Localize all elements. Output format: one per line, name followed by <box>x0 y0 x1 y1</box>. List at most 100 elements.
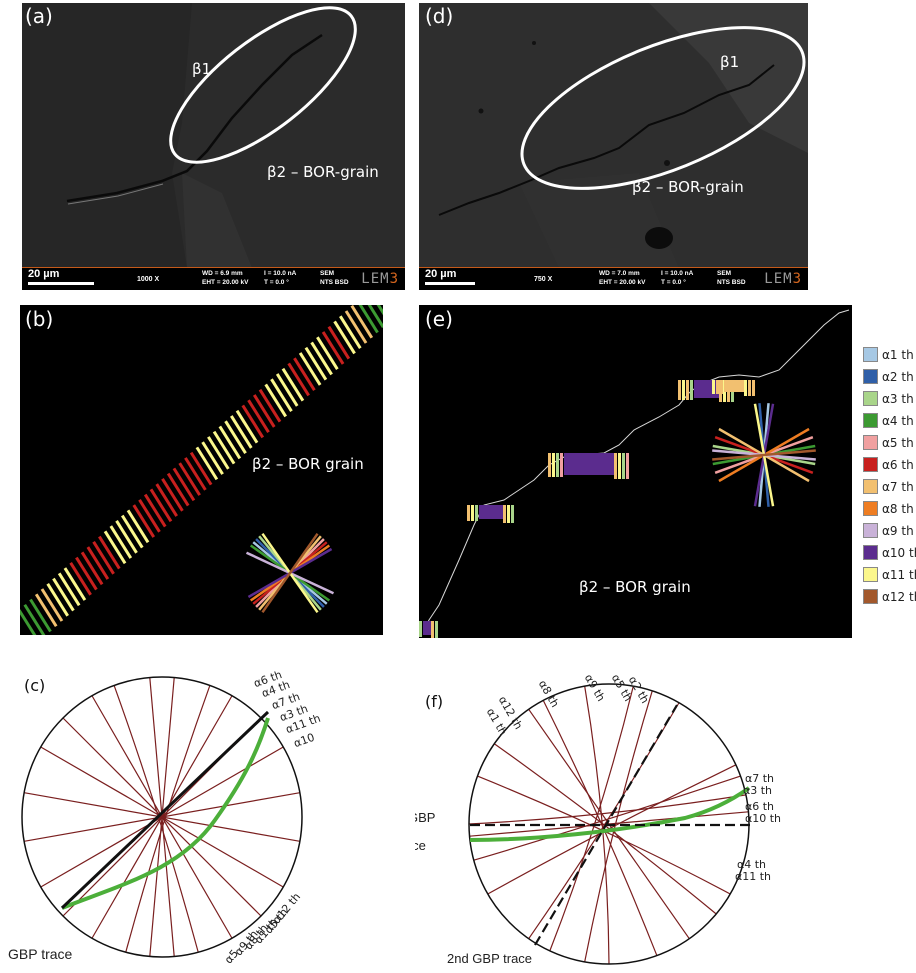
lath-stroke <box>252 394 276 428</box>
variant-cluster-edge <box>618 453 621 479</box>
legend-label-7: α7 th <box>882 480 914 494</box>
lath-stroke <box>178 462 201 496</box>
legend-swatch-2 <box>863 369 878 384</box>
eht-d: EHT = 20.00 kV <box>599 279 646 286</box>
lath-stroke <box>98 535 121 570</box>
second-gbp-trace-label: 2nd GBP trace <box>447 951 533 966</box>
beta2-label-e: β2 – BOR grain <box>579 578 691 596</box>
legend-label-8: α8 th <box>882 502 914 516</box>
variant-cluster-edge <box>435 621 438 638</box>
stereo-panel-c: (c) GBP trace α6 th α4 th α7 th α3 th α11 th… <box>0 660 330 973</box>
lath-stroke <box>333 320 356 355</box>
variant-cluster-edge <box>548 453 551 477</box>
stereogram-f <box>468 683 755 965</box>
gbp-trace-label-c: GBP trace <box>8 946 73 962</box>
panel-label-c: (c) <box>24 676 46 695</box>
legend-label-6: α6 th <box>882 458 914 472</box>
legend-swatch-9 <box>863 523 878 538</box>
variant-cluster-edge <box>712 380 715 394</box>
current-d: I = 10.0 nA <box>661 270 694 277</box>
lath-stroke <box>172 467 196 502</box>
beta2-label-d: β2 – BOR-grain <box>632 178 744 196</box>
first-gbp-trace-label-b: trace <box>415 838 426 853</box>
legend-swatch-7 <box>863 479 878 494</box>
lath-stroke <box>166 472 190 507</box>
lem3-logo-d: LEM3 <box>764 271 802 287</box>
lath-stroke <box>275 373 299 407</box>
lath-stroke <box>327 325 351 360</box>
variant-cluster-edge <box>475 505 478 521</box>
ebsd-panel-b: (b) β2 – BOR grain <box>20 305 383 635</box>
variant-cluster-edge <box>686 380 689 400</box>
variant-color-legend: α1 th α2 th α3 th α4 th α5 th α6 th α7 th α8 th… <box>863 345 916 609</box>
great-circle-arc <box>493 743 717 915</box>
magnification-d: 750 X <box>534 276 553 283</box>
panel-label-b: (b) <box>25 307 54 331</box>
lath-stroke <box>46 582 69 617</box>
lath-stroke <box>161 478 184 512</box>
legend-item-12: α12 th <box>863 587 916 609</box>
tilt-a: T = 0.0 ° <box>264 279 289 286</box>
lath-stroke <box>310 341 333 376</box>
sem-infobar-d: 20 µm 750 X WD = 7.0 mm EHT = 20.00 kV I… <box>419 267 808 290</box>
legend-swatch-8 <box>863 501 878 516</box>
stereo-f-right-label-5: α4 th <box>737 858 767 871</box>
legend-label-1: α1 th <box>882 348 914 362</box>
lath-stroke <box>63 567 87 601</box>
lath-stroke <box>235 409 259 444</box>
sem-image-a <box>22 3 405 290</box>
sem-panel-d: (d) β1 β2 – BOR-grain 20 µm 750 X WD = 7… <box>419 3 808 290</box>
lath-stroke <box>109 525 133 559</box>
legend-item-10: α10 th <box>863 543 916 565</box>
lath-stroke <box>189 451 213 486</box>
lath-stroke <box>293 357 316 391</box>
lath-stroke <box>350 305 374 339</box>
legend-swatch-6 <box>863 457 878 472</box>
lath-stroke <box>75 556 98 591</box>
lath-stroke <box>230 415 253 449</box>
beta2-label-b: β2 – BOR grain <box>252 455 364 473</box>
variant-cluster-edge <box>614 453 617 479</box>
lath-stroke <box>115 520 138 554</box>
lath-stroke <box>20 609 37 635</box>
legend-item-8: α8 th <box>863 499 916 521</box>
ebsd-map-b <box>20 305 383 635</box>
logo-digit-d: 3 <box>792 271 802 287</box>
lath-stroke <box>358 305 379 334</box>
legend-label-9: α9 th <box>882 524 914 538</box>
variant-cluster-edge <box>556 453 559 477</box>
great-circle-arc <box>468 794 747 825</box>
detector-bsd-a: NTS BSD <box>320 279 349 286</box>
lath-stroke <box>121 514 144 549</box>
detector-sem-a: SEM <box>320 270 335 277</box>
legend-item-6: α6 th <box>863 455 916 477</box>
ebsd-panel-e: (e) β2 – BOR grain <box>419 305 852 638</box>
legend-label-4: α4 th <box>882 414 914 428</box>
variant-cluster-edge <box>752 380 755 396</box>
variant-cluster <box>423 621 431 635</box>
stereo-f-right-label-4: α10 th <box>745 812 782 825</box>
lath-stroke <box>23 603 46 635</box>
variant-direction-line <box>261 532 319 614</box>
lath-stroke <box>367 305 383 329</box>
lath-stroke <box>304 346 328 381</box>
panel-label-f: (f) <box>425 692 444 711</box>
wd-d: WD = 7.0 mm <box>599 270 640 277</box>
variant-cluster-edge <box>419 621 422 637</box>
legend-label-10: α10 th <box>882 546 916 560</box>
legend-swatch-10 <box>863 545 878 560</box>
lath-stroke <box>69 561 92 596</box>
tilt-d: T = 0.0 ° <box>661 279 686 286</box>
lath-stroke <box>316 336 339 371</box>
detector-sem-d: SEM <box>717 270 732 277</box>
lath-stroke <box>34 593 58 628</box>
variant-cluster <box>479 505 503 519</box>
stereo-f-right-label-6: α11 th <box>735 870 772 883</box>
variant-cluster-edge <box>503 505 506 523</box>
scale-text-d: 20 µm <box>425 268 457 280</box>
variant-cluster-edge <box>552 453 555 477</box>
lath-stroke <box>212 430 236 465</box>
legend-swatch-1 <box>863 347 878 362</box>
lath-stroke <box>40 588 64 622</box>
variant-direction-line <box>712 449 816 461</box>
